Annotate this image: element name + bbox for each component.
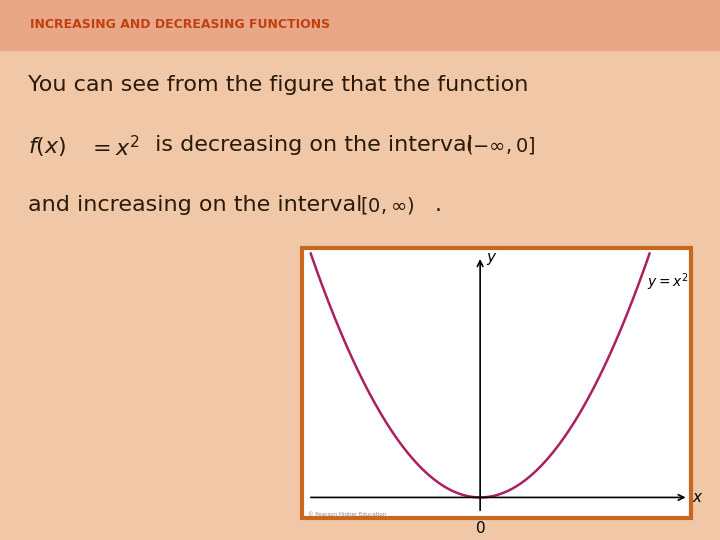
Bar xyxy=(302,248,691,518)
Bar xyxy=(0,0,720,50)
Text: is decreasing on the interval: is decreasing on the interval xyxy=(148,135,480,155)
Text: © Pearson Higher Education: © Pearson Higher Education xyxy=(308,511,386,517)
Text: $y$: $y$ xyxy=(486,251,498,267)
Text: $= \it{x}^2$: $= \it{x}^2$ xyxy=(88,135,140,160)
Text: $y = x^2$: $y = x^2$ xyxy=(647,272,688,293)
Text: You can see from the figure that the function: You can see from the figure that the fun… xyxy=(28,75,528,95)
Text: $0$: $0$ xyxy=(474,519,485,536)
Text: INCREASING AND DECREASING FUNCTIONS: INCREASING AND DECREASING FUNCTIONS xyxy=(30,18,330,31)
Text: $[0, \infty)$: $[0, \infty)$ xyxy=(360,195,414,216)
Text: .: . xyxy=(435,195,442,215)
Text: and increasing on the interval: and increasing on the interval xyxy=(28,195,369,215)
Text: $x$: $x$ xyxy=(693,490,704,505)
Text: $(-\infty, 0]$: $(-\infty, 0]$ xyxy=(465,135,536,156)
Text: $\it{f}(\it{x})$: $\it{f}(\it{x})$ xyxy=(28,135,66,158)
